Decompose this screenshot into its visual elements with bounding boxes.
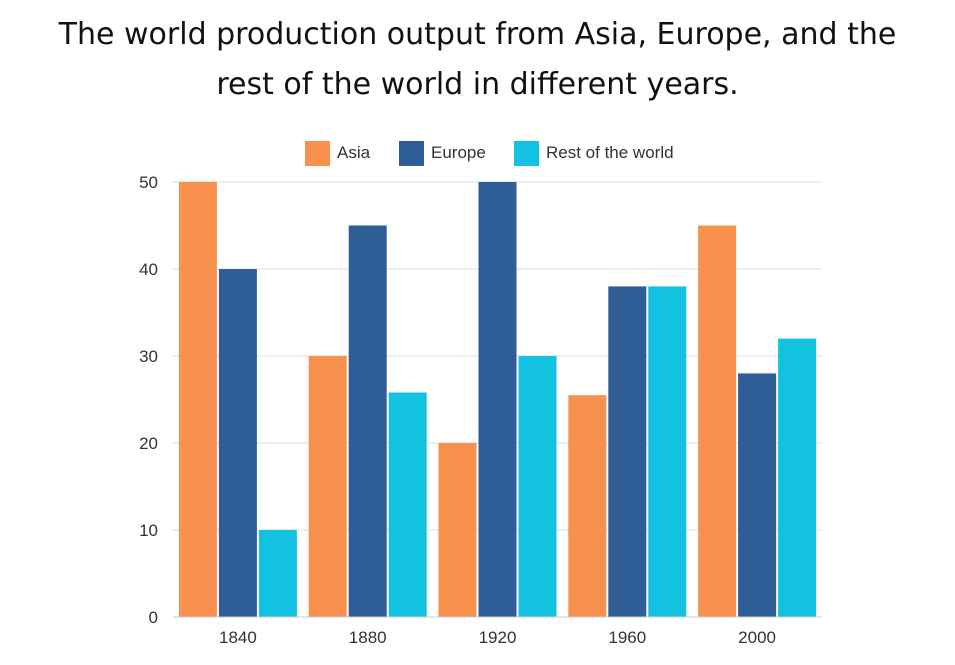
- bar-asia-1960: [568, 395, 607, 617]
- x-tick-label: 1880: [349, 628, 387, 647]
- bar-asia-1880: [308, 356, 347, 617]
- chart-title-line-2: rest of the world in different years.: [216, 67, 739, 102]
- chart-title: The world production output from Asia, E…: [0, 10, 955, 110]
- x-tick-label: 2000: [738, 628, 776, 647]
- bar-asia-2000: [698, 225, 737, 617]
- y-tick-label: 0: [149, 608, 158, 627]
- bar-europe-1880: [348, 225, 387, 617]
- y-tick-label: 10: [139, 521, 158, 540]
- bar-asia-1920: [438, 443, 477, 617]
- y-tick-label: 30: [139, 347, 158, 366]
- bar-europe-2000: [738, 373, 777, 617]
- bar-asia-1840: [178, 182, 217, 617]
- legend-swatch-rest-of-the-world: [514, 141, 539, 166]
- x-tick-label: 1960: [608, 628, 646, 647]
- bar-rest-of-the-world-1920: [518, 356, 557, 617]
- chart-title-line-1: The world production output from Asia, E…: [58, 17, 897, 52]
- x-tick-label: 1920: [479, 628, 517, 647]
- legend-swatch-europe: [399, 141, 424, 166]
- bar-rest-of-the-world-1840: [258, 530, 297, 617]
- x-tick-label: 1840: [219, 628, 257, 647]
- bar-rest-of-the-world-1880: [388, 392, 427, 617]
- bar-rest-of-the-world-2000: [778, 338, 817, 617]
- legend-swatch-asia: [305, 141, 330, 166]
- y-tick-label: 50: [139, 173, 158, 192]
- y-tick-label: 40: [139, 260, 158, 279]
- legend-label-europe: Europe: [431, 143, 486, 162]
- bar-europe-1960: [608, 286, 647, 617]
- y-tick-label: 20: [139, 434, 158, 453]
- legend-label-rest-of-the-world: Rest of the world: [546, 143, 674, 162]
- bar-europe-1920: [478, 182, 517, 617]
- bar-rest-of-the-world-1960: [648, 286, 687, 617]
- legend-label-asia: Asia: [337, 143, 371, 162]
- bar-europe-1840: [218, 269, 257, 617]
